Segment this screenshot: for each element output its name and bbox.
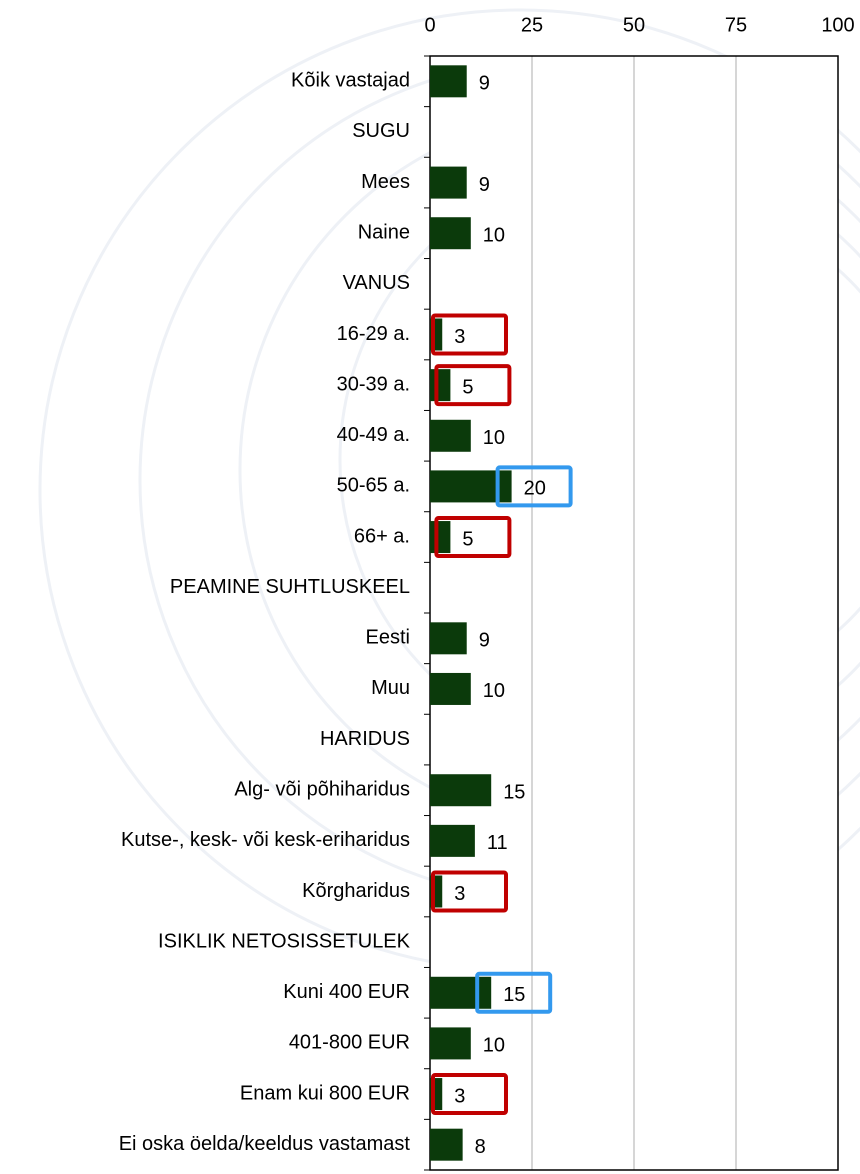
x-tick-label: 100 [821,14,854,36]
highlight-box [475,971,553,1014]
x-tick-label: 50 [623,14,645,36]
y-tick-label: ISIKLIK NETOSISSETULEK [158,930,411,952]
y-tick-label: Kõik vastajad [291,70,410,92]
value-label: 10 [483,427,505,449]
value-label: 3 [454,326,465,348]
y-tick-label: Mees [361,171,410,193]
x-tick-label: 25 [521,14,543,36]
y-tick-label: 40-49 a. [337,424,410,446]
y-tick-label: Eesti [366,627,410,649]
bar [430,1027,471,1060]
highlight-box [431,1073,508,1116]
bar [430,217,471,250]
bar [430,521,451,554]
bar [430,824,475,857]
bar [430,622,467,655]
highlight-box [431,313,508,356]
y-tick-label: Kõrgharidus [302,880,410,902]
y-tick-label: SUGU [352,120,410,142]
bar [430,976,492,1009]
value-label: 10 [483,225,505,247]
y-tick-label: HARIDUS [320,728,410,750]
value-label: 10 [483,1035,505,1057]
bar [430,166,467,199]
bar [430,672,471,705]
highlight-box [431,870,508,913]
value-label: 15 [503,984,525,1006]
value-label: 3 [454,1085,465,1107]
value-label: 11 [487,832,508,854]
value-label: 5 [462,376,473,398]
highlight-box [434,516,512,559]
y-tick-label: PEAMINE SUHTLUSKEEL [170,576,410,598]
y-tick-label: Alg- või põhiharidus [234,779,410,801]
bar [430,65,467,98]
y-tick-label: VANUS [343,272,410,294]
y-tick-label: Naine [358,222,410,244]
bar [430,1128,463,1161]
y-tick-label: 50-65 a. [337,475,410,497]
y-tick-label: Muu [371,677,410,699]
y-tick-label: 30-39 a. [337,373,410,395]
value-label: 10 [483,680,505,702]
x-tick-label: 0 [424,14,435,36]
value-label: 8 [475,1136,486,1158]
bar [430,419,471,452]
value-label: 3 [454,883,465,905]
y-tick-label: 16-29 a. [337,323,410,345]
y-tick-label: 66+ a. [354,525,410,547]
bar [430,369,451,402]
y-tick-label: Ei oska öelda/keeldus vastamast [119,1133,411,1155]
value-label: 9 [479,73,490,95]
y-tick-label: Enam kui 800 EUR [240,1082,410,1104]
y-tick-label: Kuni 400 EUR [283,981,410,1003]
y-tick-label: Kutse-, kesk- või kesk-eriharidus [121,829,410,851]
value-label: 5 [462,528,473,550]
value-label: 20 [524,478,546,500]
value-label: 9 [479,630,490,652]
value-label: 15 [503,782,525,804]
value-label: 9 [479,174,490,196]
x-tick-label: 75 [725,14,747,36]
highlight-box [495,465,573,508]
highlight-box [434,364,512,407]
bar [430,774,492,807]
y-tick-label: 401-800 EUR [289,1032,410,1054]
